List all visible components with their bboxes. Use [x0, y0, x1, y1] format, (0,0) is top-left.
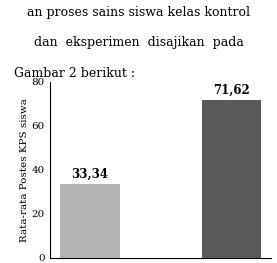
Bar	[202, 100, 261, 258]
Y-axis label: Rata-rata Postes KPS siswa: Rata-rata Postes KPS siswa	[20, 98, 29, 242]
Text: Gambar 2 berikut :: Gambar 2 berikut :	[14, 67, 135, 80]
Bar	[60, 184, 119, 258]
Text: 33,34: 33,34	[71, 168, 108, 181]
Text: 71,62: 71,62	[213, 84, 250, 97]
Text: dan  eksperimen  disajikan  pada: dan eksperimen disajikan pada	[34, 36, 243, 48]
Text: an proses sains siswa kelas kontrol: an proses sains siswa kelas kontrol	[27, 6, 250, 19]
